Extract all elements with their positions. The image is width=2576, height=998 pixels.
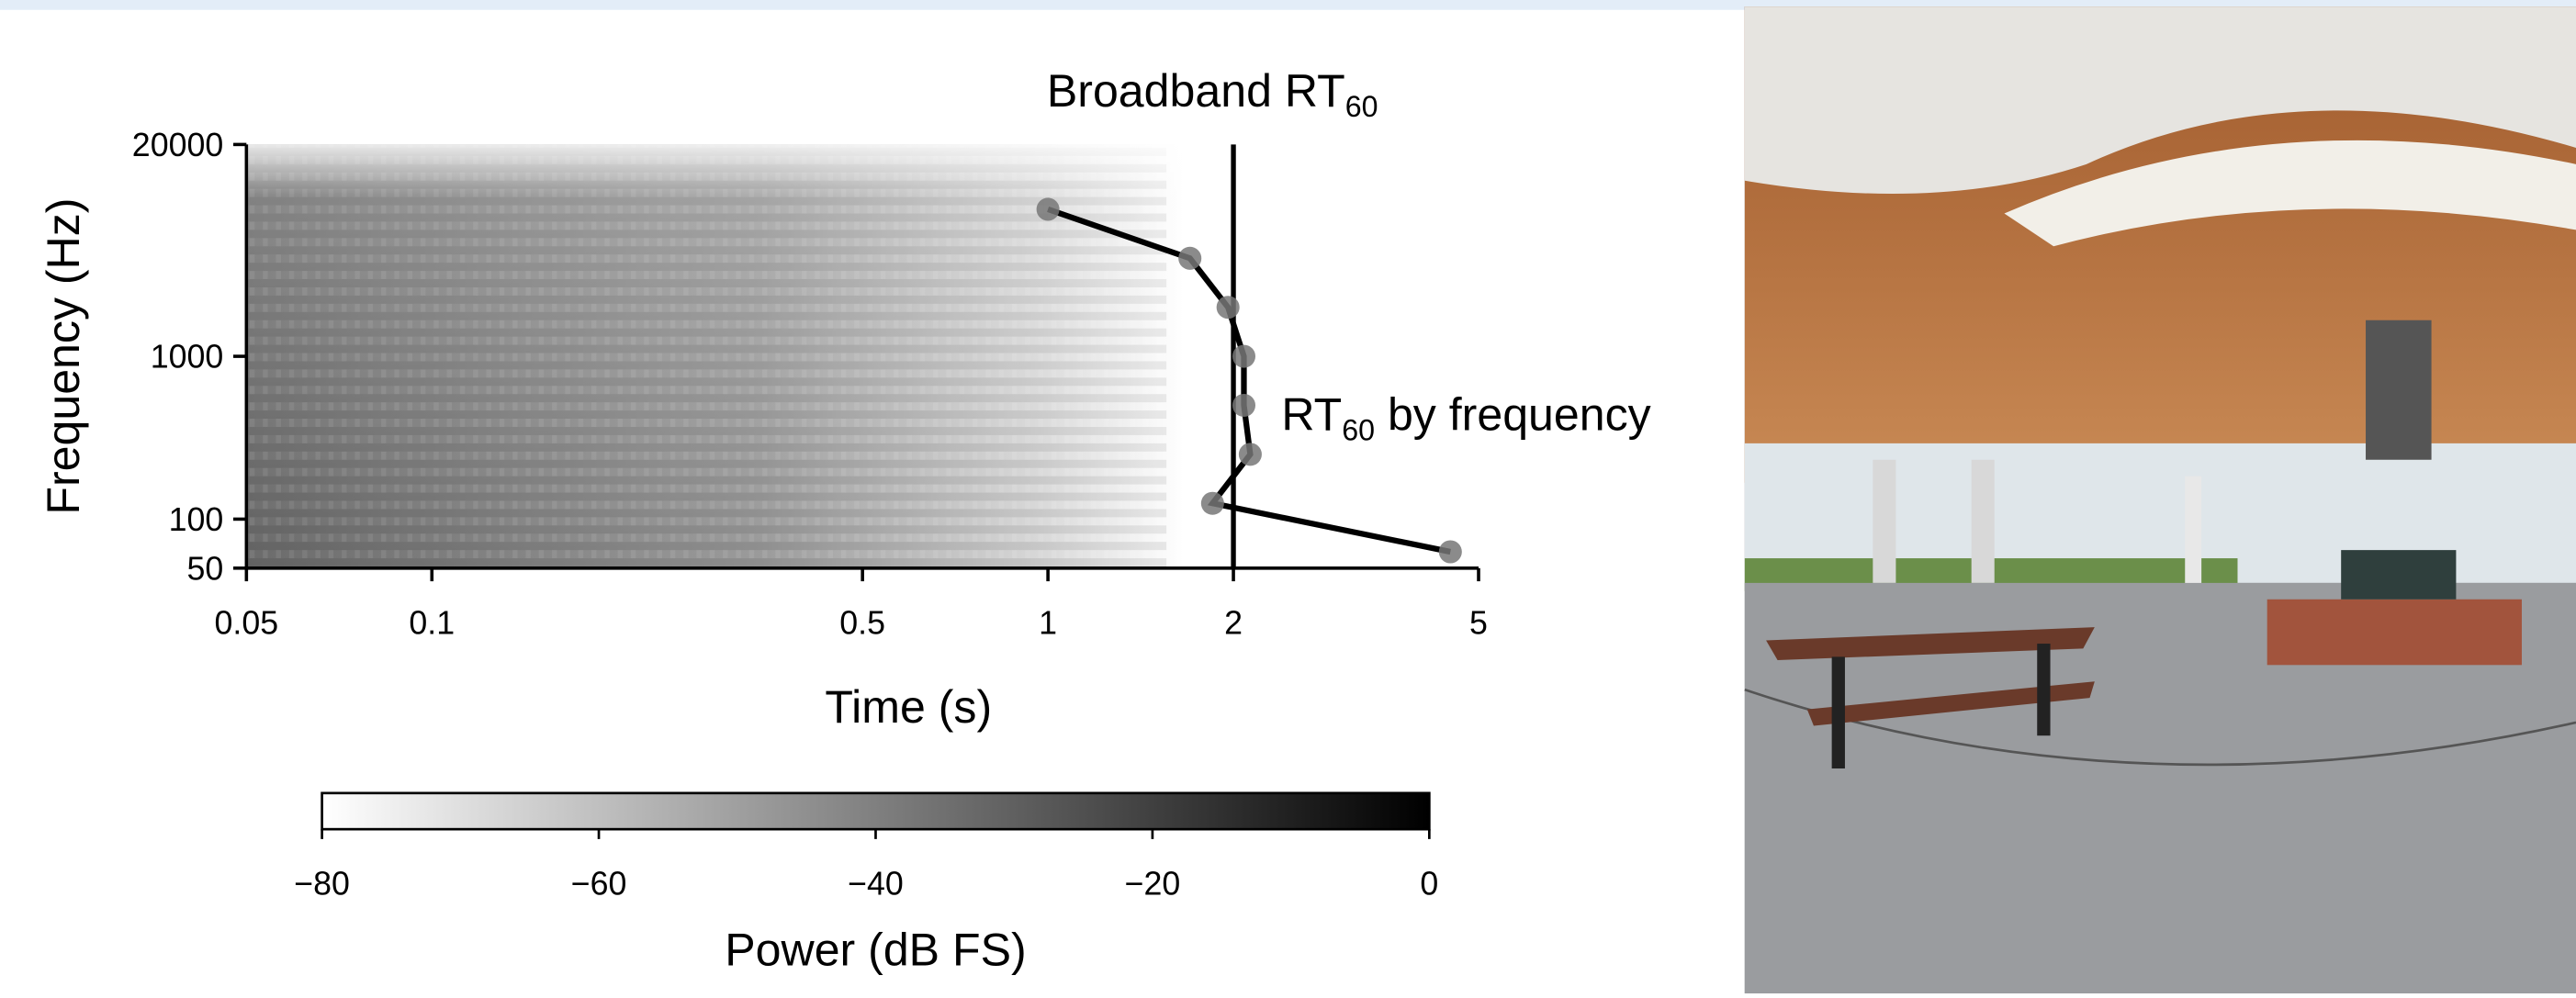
photo bbox=[1744, 6, 2576, 994]
x-tick-label: 1 bbox=[1039, 604, 1057, 641]
colorbar-tick-label: −60 bbox=[571, 866, 627, 903]
colorbar-tick-label: −40 bbox=[848, 866, 904, 903]
y-tick-label: 20000 bbox=[132, 127, 223, 163]
annotation-suffix: by frequency bbox=[1375, 389, 1651, 441]
y-tick-label: 1000 bbox=[151, 339, 224, 376]
x-tick-label: 0.05 bbox=[215, 604, 279, 641]
annotation-subscript: 60 bbox=[1342, 413, 1375, 446]
rt60-annotation: RT60 by frequency bbox=[1281, 389, 1650, 447]
top-strip bbox=[0, 0, 2576, 10]
colorbar-tick-label: −20 bbox=[1125, 866, 1181, 903]
colorbar-tick-label: −80 bbox=[294, 866, 350, 903]
spectrogram bbox=[246, 144, 1184, 568]
series-marker bbox=[1216, 296, 1240, 320]
y-axis-label: Frequency (Hz) bbox=[38, 198, 89, 515]
x-tick-label: 2 bbox=[1224, 604, 1243, 641]
annotation-text: Broadband RT bbox=[1047, 65, 1345, 117]
annotation-subscript: 60 bbox=[1345, 90, 1378, 123]
colorbar-tick-label: 0 bbox=[1420, 866, 1438, 903]
broadband-annotation: Broadband RT60 bbox=[1047, 65, 1378, 123]
series-marker bbox=[1200, 491, 1224, 515]
series-marker bbox=[1178, 246, 1202, 270]
x-tick-label: 5 bbox=[1469, 604, 1488, 641]
series-marker bbox=[1238, 443, 1262, 466]
series-marker bbox=[1232, 344, 1256, 368]
colorbar bbox=[321, 791, 1431, 831]
colorbar-label: Power (dB FS) bbox=[725, 925, 1026, 976]
y-tick-label: 50 bbox=[186, 550, 223, 587]
annotation-text: RT bbox=[1281, 389, 1342, 441]
y-tick-label: 100 bbox=[169, 501, 224, 538]
series-marker bbox=[1036, 197, 1060, 221]
x-tick-label: 0.1 bbox=[409, 604, 455, 641]
x-axis-label: Time (s) bbox=[825, 681, 992, 733]
series-marker bbox=[1232, 393, 1256, 417]
x-tick-label: 0.5 bbox=[839, 604, 885, 641]
series-marker bbox=[1438, 540, 1462, 564]
